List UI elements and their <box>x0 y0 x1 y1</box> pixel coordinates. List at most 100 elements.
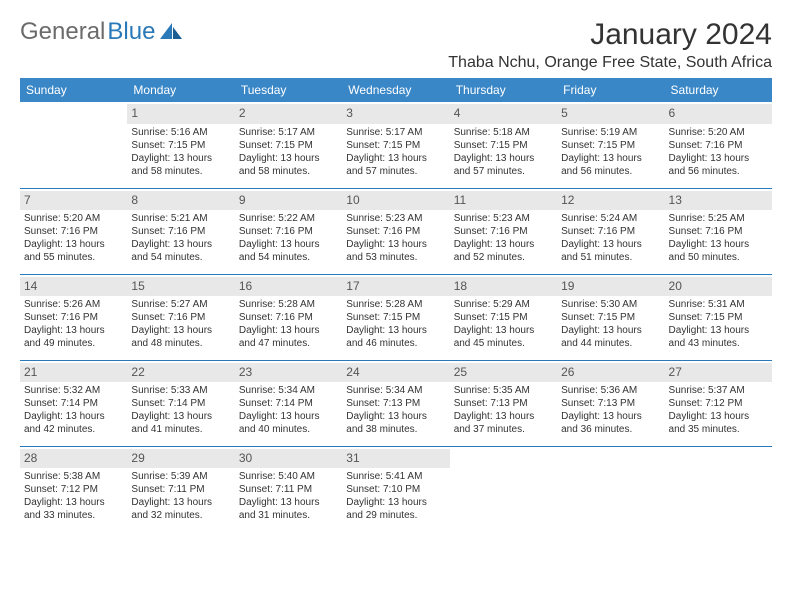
day-number: 13 <box>665 191 772 211</box>
sunset-text: Sunset: 7:16 PM <box>239 225 338 238</box>
sunrise-text: Sunrise: 5:39 AM <box>131 470 230 483</box>
daylight-text: Daylight: 13 hours <box>454 410 553 423</box>
day-number: 30 <box>235 449 342 469</box>
daylight-text: Daylight: 13 hours <box>24 238 123 251</box>
calendar-day-cell: 21Sunrise: 5:32 AMSunset: 7:14 PMDayligh… <box>20 360 127 446</box>
daylight-text: Daylight: 13 hours <box>131 496 230 509</box>
sunrise-text: Sunrise: 5:24 AM <box>561 212 660 225</box>
sunset-text: Sunset: 7:16 PM <box>24 225 123 238</box>
daylight-text: and 50 minutes. <box>669 251 768 264</box>
day-number: 9 <box>235 191 342 211</box>
sunrise-text: Sunrise: 5:21 AM <box>131 212 230 225</box>
sunset-text: Sunset: 7:13 PM <box>346 397 445 410</box>
daylight-text: Daylight: 13 hours <box>346 238 445 251</box>
calendar-day-cell: 13Sunrise: 5:25 AMSunset: 7:16 PMDayligh… <box>665 188 772 274</box>
sunset-text: Sunset: 7:15 PM <box>454 311 553 324</box>
calendar-day-cell: 1Sunrise: 5:16 AMSunset: 7:15 PMDaylight… <box>127 102 234 188</box>
day-number: 6 <box>665 104 772 124</box>
daylight-text: and 33 minutes. <box>24 509 123 522</box>
daylight-text: Daylight: 13 hours <box>561 324 660 337</box>
sunrise-text: Sunrise: 5:34 AM <box>239 384 338 397</box>
sunrise-text: Sunrise: 5:37 AM <box>669 384 768 397</box>
sunset-text: Sunset: 7:15 PM <box>346 139 445 152</box>
calendar-day-cell <box>665 446 772 532</box>
day-number: 22 <box>127 363 234 383</box>
daylight-text: Daylight: 13 hours <box>24 324 123 337</box>
weekday-header: Sunday <box>20 78 127 102</box>
sunrise-text: Sunrise: 5:36 AM <box>561 384 660 397</box>
daylight-text: Daylight: 13 hours <box>561 152 660 165</box>
calendar-day-cell: 3Sunrise: 5:17 AMSunset: 7:15 PMDaylight… <box>342 102 449 188</box>
sunset-text: Sunset: 7:16 PM <box>346 225 445 238</box>
sunrise-text: Sunrise: 5:26 AM <box>24 298 123 311</box>
weekday-header: Wednesday <box>342 78 449 102</box>
sunset-text: Sunset: 7:15 PM <box>454 139 553 152</box>
daylight-text: Daylight: 13 hours <box>669 238 768 251</box>
daylight-text: Daylight: 13 hours <box>131 152 230 165</box>
daylight-text: and 56 minutes. <box>669 165 768 178</box>
daylight-text: and 58 minutes. <box>239 165 338 178</box>
calendar-day-cell: 8Sunrise: 5:21 AMSunset: 7:16 PMDaylight… <box>127 188 234 274</box>
calendar-day-cell: 23Sunrise: 5:34 AMSunset: 7:14 PMDayligh… <box>235 360 342 446</box>
calendar-day-cell: 27Sunrise: 5:37 AMSunset: 7:12 PMDayligh… <box>665 360 772 446</box>
calendar-week-row: 21Sunrise: 5:32 AMSunset: 7:14 PMDayligh… <box>20 360 772 446</box>
daylight-text: Daylight: 13 hours <box>239 238 338 251</box>
brand-name-a: General <box>20 18 105 46</box>
day-number: 7 <box>20 191 127 211</box>
calendar-day-cell: 29Sunrise: 5:39 AMSunset: 7:11 PMDayligh… <box>127 446 234 532</box>
calendar-day-cell: 22Sunrise: 5:33 AMSunset: 7:14 PMDayligh… <box>127 360 234 446</box>
calendar-day-cell: 4Sunrise: 5:18 AMSunset: 7:15 PMDaylight… <box>450 102 557 188</box>
calendar-day-cell: 2Sunrise: 5:17 AMSunset: 7:15 PMDaylight… <box>235 102 342 188</box>
day-number: 12 <box>557 191 664 211</box>
daylight-text: and 57 minutes. <box>454 165 553 178</box>
sunset-text: Sunset: 7:12 PM <box>24 483 123 496</box>
daylight-text: and 36 minutes. <box>561 423 660 436</box>
sunset-text: Sunset: 7:15 PM <box>346 311 445 324</box>
weekday-header: Monday <box>127 78 234 102</box>
daylight-text: Daylight: 13 hours <box>561 238 660 251</box>
calendar-day-cell: 6Sunrise: 5:20 AMSunset: 7:16 PMDaylight… <box>665 102 772 188</box>
sunset-text: Sunset: 7:15 PM <box>239 139 338 152</box>
location-text: Thaba Nchu, Orange Free State, South Afr… <box>448 54 772 72</box>
sunrise-text: Sunrise: 5:16 AM <box>131 126 230 139</box>
daylight-text: and 32 minutes. <box>131 509 230 522</box>
calendar-week-row: 28Sunrise: 5:38 AMSunset: 7:12 PMDayligh… <box>20 446 772 532</box>
sunset-text: Sunset: 7:13 PM <box>454 397 553 410</box>
sunrise-text: Sunrise: 5:23 AM <box>346 212 445 225</box>
sunset-text: Sunset: 7:16 PM <box>561 225 660 238</box>
day-number: 27 <box>665 363 772 383</box>
daylight-text: Daylight: 13 hours <box>346 496 445 509</box>
sunset-text: Sunset: 7:14 PM <box>24 397 123 410</box>
daylight-text: Daylight: 13 hours <box>239 496 338 509</box>
day-number: 11 <box>450 191 557 211</box>
daylight-text: Daylight: 13 hours <box>239 410 338 423</box>
calendar-day-cell <box>557 446 664 532</box>
sunset-text: Sunset: 7:14 PM <box>131 397 230 410</box>
calendar-day-cell: 26Sunrise: 5:36 AMSunset: 7:13 PMDayligh… <box>557 360 664 446</box>
daylight-text: and 47 minutes. <box>239 337 338 350</box>
calendar-day-cell: 7Sunrise: 5:20 AMSunset: 7:16 PMDaylight… <box>20 188 127 274</box>
calendar-week-row: 14Sunrise: 5:26 AMSunset: 7:16 PMDayligh… <box>20 274 772 360</box>
calendar-day-cell: 11Sunrise: 5:23 AMSunset: 7:16 PMDayligh… <box>450 188 557 274</box>
day-number: 25 <box>450 363 557 383</box>
sunrise-text: Sunrise: 5:40 AM <box>239 470 338 483</box>
sunrise-text: Sunrise: 5:30 AM <box>561 298 660 311</box>
daylight-text: and 37 minutes. <box>454 423 553 436</box>
day-number: 5 <box>557 104 664 124</box>
sunrise-text: Sunrise: 5:20 AM <box>24 212 123 225</box>
calendar-day-cell <box>20 102 127 188</box>
daylight-text: Daylight: 13 hours <box>669 152 768 165</box>
daylight-text: Daylight: 13 hours <box>239 152 338 165</box>
weekday-header-row: Sunday Monday Tuesday Wednesday Thursday… <box>20 78 772 102</box>
day-number: 4 <box>450 104 557 124</box>
sunrise-text: Sunrise: 5:34 AM <box>346 384 445 397</box>
sunrise-text: Sunrise: 5:22 AM <box>239 212 338 225</box>
daylight-text: and 51 minutes. <box>561 251 660 264</box>
day-number: 3 <box>342 104 449 124</box>
daylight-text: and 45 minutes. <box>454 337 553 350</box>
calendar-week-row: 1Sunrise: 5:16 AMSunset: 7:15 PMDaylight… <box>20 102 772 188</box>
sunrise-text: Sunrise: 5:17 AM <box>239 126 338 139</box>
sunset-text: Sunset: 7:16 PM <box>131 225 230 238</box>
weekday-header: Tuesday <box>235 78 342 102</box>
daylight-text: and 46 minutes. <box>346 337 445 350</box>
